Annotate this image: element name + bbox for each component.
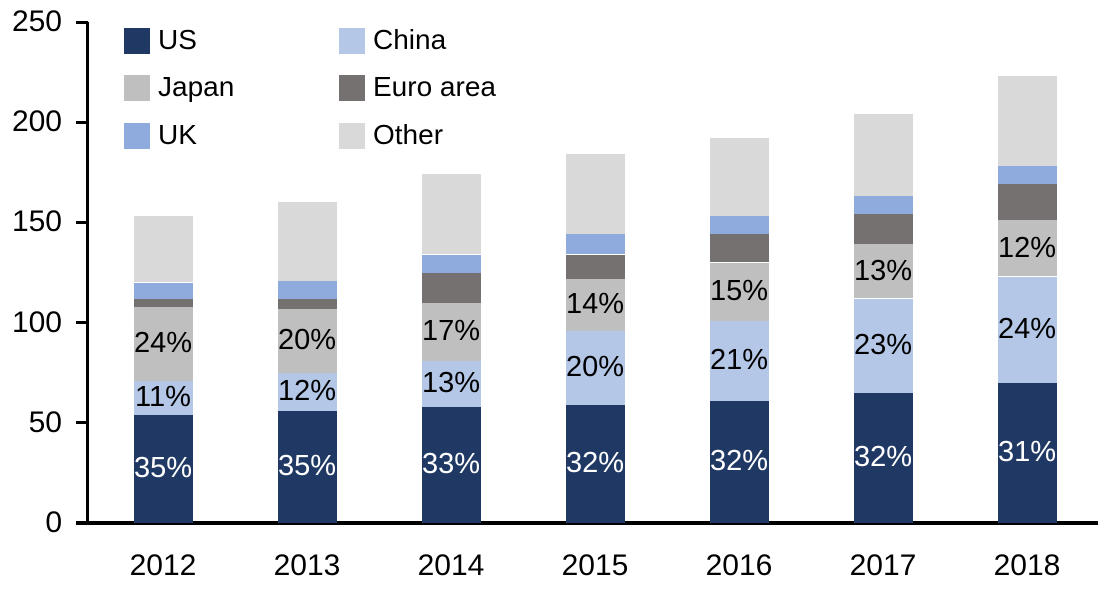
- bar-2017-japan-label: 13%: [853, 255, 913, 287]
- bar-2014-china-segment: [421, 360, 481, 407]
- x-axis-label-2014: 2014: [417, 549, 485, 582]
- legend-swatch-euro-area: [339, 75, 365, 101]
- y-axis-tick: [76, 120, 88, 124]
- bar-2018-japan-segment: [997, 220, 1057, 277]
- bar-2013-uk-segment: [277, 280, 337, 299]
- x-axis-label-2013: 2013: [273, 549, 341, 582]
- x-axis-label-2017: 2017: [849, 549, 917, 582]
- y-axis-tick-label: 250: [11, 5, 62, 38]
- legend-swatch-china: [339, 28, 365, 54]
- y-axis-tick-label: 200: [11, 105, 62, 139]
- bar-2017-japan-segment: [853, 244, 913, 299]
- legend-label-us: US: [158, 24, 197, 55]
- bar-2018-china-segment: [997, 276, 1057, 383]
- x-axis-label-2018: 2018: [993, 549, 1061, 582]
- bar-2015-us-label: 32%: [565, 447, 625, 480]
- y-axis-tick-label: 0: [45, 506, 62, 539]
- bar-2016-other-segment: [709, 138, 769, 217]
- bar-2014-euro-area-segment: [421, 272, 481, 303]
- bar-2016-japan-label: 15%: [709, 275, 769, 307]
- bar-2018-other-segment: [997, 76, 1057, 167]
- bar-2015-us-segment: [565, 404, 625, 523]
- x-axis-label-2015: 2015: [561, 549, 629, 582]
- bar-2012-china-label: 11%: [135, 381, 191, 414]
- bar-2015-japan-label: 14%: [565, 288, 625, 321]
- bar-2013-euro-area-segment: [277, 298, 337, 309]
- bar-2017-us-label: 32%: [853, 441, 913, 474]
- bar-2016-china-segment: [709, 320, 769, 401]
- bar-2014-us-segment: [421, 406, 481, 523]
- bar-2014-china-label: 13%: [421, 367, 481, 400]
- bar-2012-euro-area-segment: [133, 298, 193, 307]
- bar-2017-us-segment: [853, 392, 913, 523]
- bar-2017-uk-segment: [853, 196, 913, 215]
- y-axis-tick-label: 100: [11, 305, 62, 339]
- legend-swatch-us: [124, 28, 150, 54]
- bar-2018-us-label: 31%: [997, 436, 1057, 469]
- bar-2017-china-segment: [853, 298, 913, 393]
- x-axis-line: [76, 521, 1098, 525]
- legend-label-other: Other: [373, 119, 444, 150]
- bar-2017-other-segment: [853, 114, 913, 197]
- bar-2014-japan-segment: [421, 302, 481, 361]
- bar-2013-japan-segment: [277, 308, 337, 373]
- legend-swatch-japan: [124, 75, 150, 101]
- bar-2012-japan-segment: [133, 306, 193, 381]
- bar-2015-other-segment: [565, 154, 625, 235]
- bar-2018-uk-segment: [997, 166, 1057, 185]
- y-axis-tick: [76, 20, 88, 24]
- bar-2013-china-segment: [277, 372, 337, 411]
- y-axis-tick: [76, 421, 88, 425]
- bar-2012-china-segment: [133, 380, 193, 415]
- legend-label-japan: Japan: [158, 71, 235, 102]
- bar-2018-euro-area-segment: [997, 184, 1057, 221]
- bar-2014-uk-segment: [421, 254, 481, 273]
- bar-2013-china-label: 12%: [277, 375, 337, 408]
- bar-2016-japan-segment: [709, 262, 769, 321]
- bar-2018-china-label: 24%: [997, 313, 1057, 346]
- bar-2013-other-segment: [277, 202, 337, 281]
- bar-2013-us-label: 35%: [277, 450, 337, 483]
- x-axis-label-2012: 2012: [129, 549, 197, 582]
- bar-2018-japan-label: 12%: [997, 232, 1057, 264]
- bar-2017-euro-area-segment: [853, 214, 913, 245]
- y-axis-tick: [76, 220, 88, 224]
- legend-label-uk: UK: [158, 119, 197, 150]
- bar-2016-euro-area-segment: [709, 234, 769, 263]
- legend-swatch-uk: [124, 123, 150, 149]
- x-axis-label-2016: 2016: [705, 549, 773, 582]
- y-axis-tick: [76, 321, 88, 325]
- bar-2016-uk-segment: [709, 216, 769, 235]
- bar-2012-uk-segment: [133, 282, 193, 299]
- bar-2017-china-label: 23%: [853, 329, 913, 362]
- legend-label-china: China: [373, 24, 447, 55]
- bar-2016-us-label: 32%: [709, 445, 769, 478]
- y-axis-tick-label: 150: [11, 205, 62, 239]
- bar-2015-japan-segment: [565, 278, 625, 331]
- bar-2014-other-segment: [421, 174, 481, 255]
- bar-2016-us-segment: [709, 400, 769, 523]
- bar-2012-us-segment: [133, 414, 193, 523]
- y-axis-tick-label: 50: [28, 405, 62, 439]
- bar-2013-us-segment: [277, 410, 337, 523]
- legend-label-euro-area: Euro area: [373, 71, 496, 102]
- bar-2015-china-segment: [565, 330, 625, 405]
- bar-2012-us-label: 35%: [133, 452, 193, 485]
- y-axis-line: [86, 22, 89, 523]
- bar-2016-china-label: 21%: [709, 344, 769, 377]
- legend-swatch-other: [339, 123, 365, 149]
- bar-2015-china-label: 20%: [565, 351, 625, 384]
- bar-2014-japan-label: 17%: [421, 315, 481, 348]
- bar-2015-uk-segment: [565, 234, 625, 255]
- bar-2013-japan-label: 20%: [277, 324, 337, 357]
- bar-2015-euro-area-segment: [565, 254, 625, 279]
- bar-2014-us-label: 33%: [421, 448, 481, 481]
- bar-2012-japan-label: 24%: [133, 327, 193, 360]
- bar-2012-other-segment: [133, 216, 193, 283]
- bar-2018-us-segment: [997, 382, 1057, 523]
